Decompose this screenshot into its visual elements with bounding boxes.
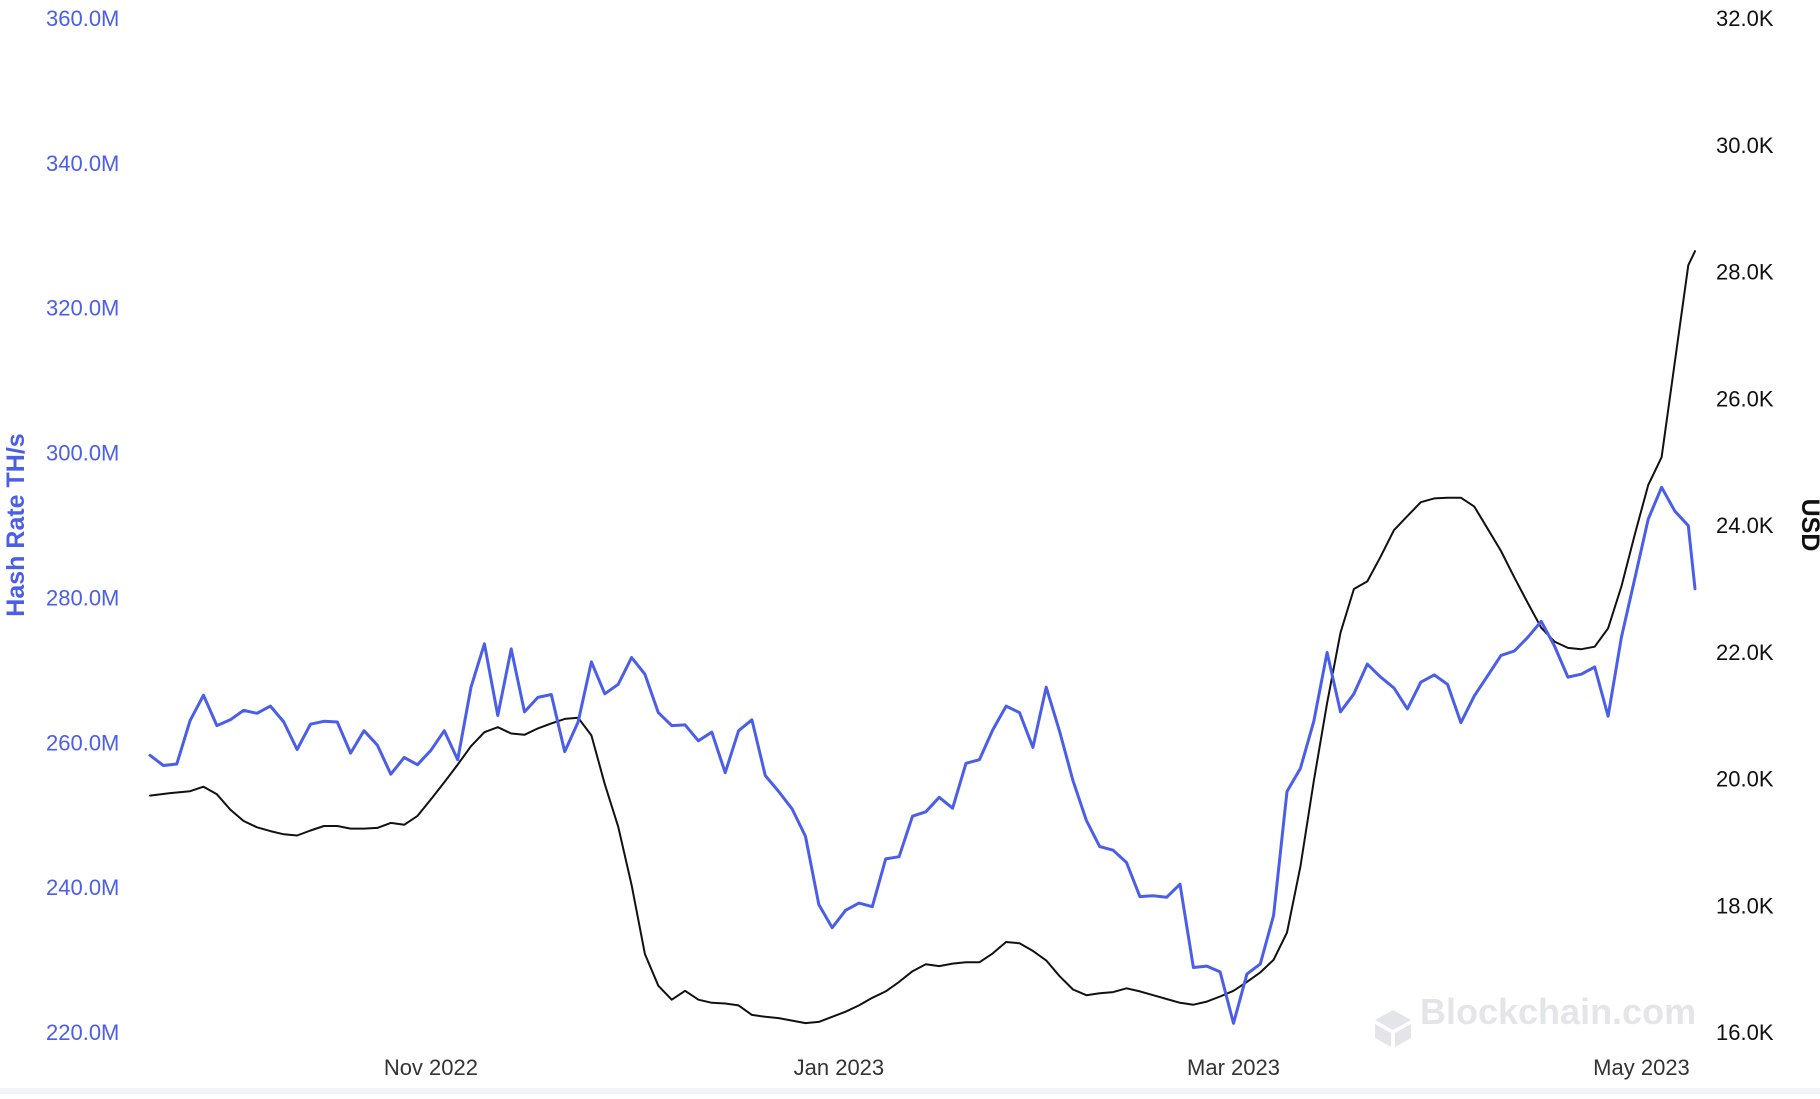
left-axis-ticks: 360.0M 340.0M 320.0M 300.0M 280.0M 260.0M 240.… [46,6,119,1045]
right-axis-title: USD [1796,499,1820,552]
usd-price-line [149,250,1696,1025]
right-tick-label: 20.0K [1716,767,1774,792]
right-tick-label: 32.0K [1716,6,1774,31]
right-tick-label: 18.0K [1716,893,1774,918]
left-tick-label: 360.0M [46,6,119,31]
bottom-band [0,1088,1820,1094]
blockchain-logo-icon [1375,1010,1411,1047]
x-tick-label: Jan 2023 [794,1055,885,1080]
x-tick-label: Mar 2023 [1187,1055,1280,1080]
left-tick-label: 240.0M [46,875,119,900]
x-tick-label: Nov 2022 [384,1055,478,1080]
left-tick-label: 220.0M [46,1020,119,1045]
right-tick-label: 26.0K [1716,386,1774,411]
left-tick-label: 300.0M [46,441,119,466]
x-tick-label: May 2023 [1593,1055,1690,1080]
watermark: Blockchain.com [1375,991,1696,1047]
right-tick-label: 24.0K [1716,513,1774,538]
right-axis-ticks: 32.0K 30.0K 28.0K 26.0K 24.0K 22.0K 20.0K 18.0K… [1716,6,1774,1045]
left-tick-label: 280.0M [46,585,119,610]
x-axis-ticks: Nov 2022 Jan 2023 Mar 2023 May 2023 [384,1055,1690,1080]
right-tick-label: 28.0K [1716,260,1774,285]
left-axis-title: Hash Rate TH/s [2,433,30,616]
watermark-text: Blockchain.com [1420,991,1696,1032]
left-tick-label: 320.0M [46,296,119,321]
left-tick-label: 260.0M [46,730,119,755]
right-tick-label: 30.0K [1716,133,1774,158]
left-tick-label: 340.0M [46,151,119,176]
hash-rate-line [148,485,1697,1025]
series-layer [148,250,1697,1025]
right-tick-label: 16.0K [1716,1020,1774,1045]
right-tick-label: 22.0K [1716,640,1774,665]
